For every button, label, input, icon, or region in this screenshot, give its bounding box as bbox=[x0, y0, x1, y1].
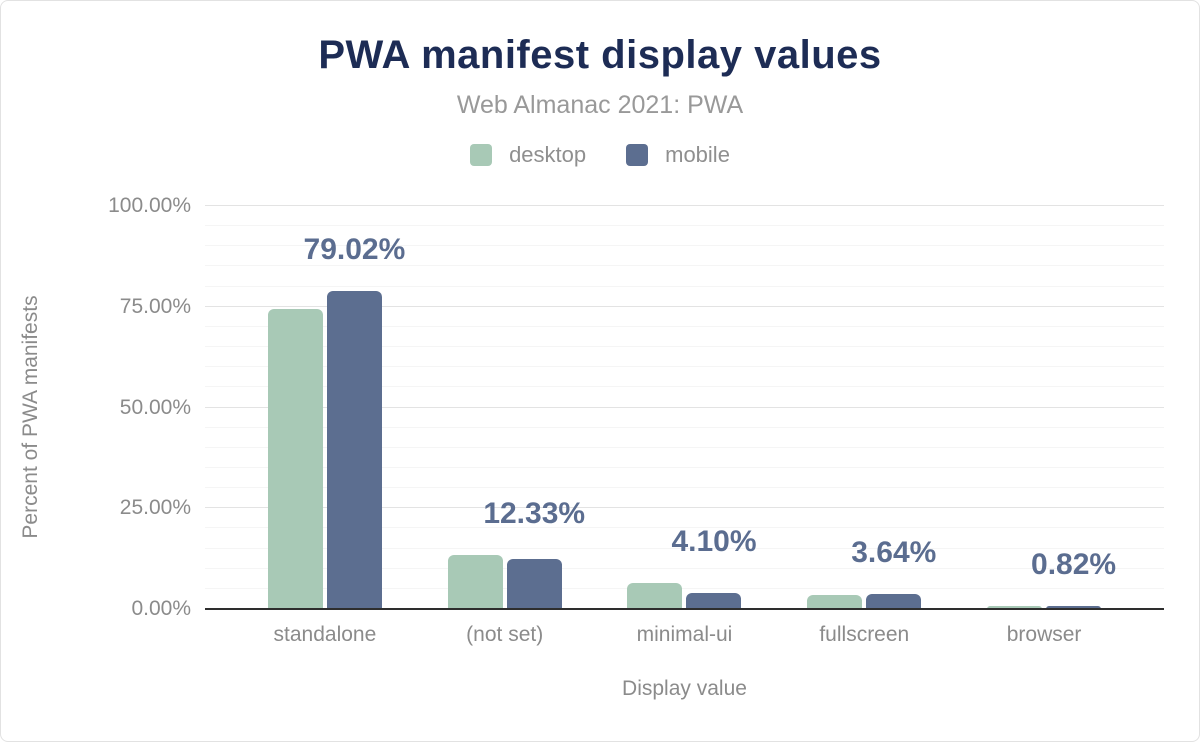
value-label-not-set: 12.33% bbox=[483, 497, 586, 530]
bar-group-standalone: 79.02% bbox=[235, 206, 415, 609]
legend-item-mobile: mobile bbox=[626, 142, 730, 168]
bar-groups: 79.02% 12.33% 4.10% 3.64% 0.82% bbox=[205, 206, 1164, 609]
bar-group-minimal-ui: 4.10% bbox=[595, 206, 775, 609]
legend-item-desktop: desktop bbox=[470, 142, 586, 168]
chart-title: PWA manifest display values bbox=[318, 33, 882, 77]
minor-gridline-55 bbox=[205, 386, 1164, 388]
legend-label-mobile: mobile bbox=[665, 142, 730, 167]
major-gridline-75 bbox=[205, 305, 1164, 307]
minor-gridline-65 bbox=[205, 346, 1164, 348]
minor-gridline-5 bbox=[205, 587, 1164, 589]
bar-mobile-standalone[interactable] bbox=[326, 290, 382, 609]
bar-mobile-minimal-ui[interactable] bbox=[686, 592, 742, 609]
bar-mobile-not-set[interactable] bbox=[506, 559, 562, 609]
minor-gridline-90 bbox=[205, 245, 1164, 247]
value-label-browser: 0.82% bbox=[1031, 547, 1117, 581]
x-axis-ticks: standalone (not set) minimal-ui fullscreen b… bbox=[205, 623, 1164, 647]
x-tick-fullscreen: fullscreen bbox=[819, 623, 910, 646]
minor-gridline-35 bbox=[205, 467, 1164, 468]
value-label-fullscreen: 3.64% bbox=[851, 536, 937, 570]
bar-group-browser: 0.82% bbox=[954, 206, 1134, 609]
bar-desktop-not-set[interactable] bbox=[447, 555, 503, 609]
bar-desktop-minimal-ui[interactable] bbox=[627, 583, 683, 609]
chart-subtitle: Web Almanac 2021: PWA bbox=[456, 91, 744, 119]
bar-desktop-browser[interactable] bbox=[987, 606, 1043, 609]
value-label-minimal-ui: 4.10% bbox=[671, 525, 757, 559]
minor-gridline-20 bbox=[205, 527, 1164, 529]
legend: desktop mobile bbox=[1, 142, 1199, 168]
bar-mobile-browser[interactable] bbox=[1046, 605, 1102, 609]
major-gridline-100 bbox=[205, 205, 1164, 206]
x-tick-browser: browser bbox=[1006, 623, 1082, 646]
x-tick-minimal-ui: minimal-ui bbox=[636, 623, 733, 646]
y-tick-25: 25.00% bbox=[119, 496, 191, 520]
legend-swatch-mobile bbox=[626, 144, 649, 166]
minor-gridline-15 bbox=[205, 547, 1164, 549]
minor-gridline-70 bbox=[205, 325, 1164, 327]
x-axis-line bbox=[205, 608, 1164, 610]
bar-desktop-fullscreen[interactable] bbox=[807, 595, 863, 609]
minor-gridline-40 bbox=[205, 446, 1164, 448]
plot-area: 79.02% 12.33% 4.10% 3.64% 0.82% bbox=[205, 205, 1164, 610]
x-tick-not-set: (not set) bbox=[466, 623, 544, 646]
y-tick-50: 50.00% bbox=[119, 395, 191, 419]
bar-desktop-standalone[interactable] bbox=[267, 308, 323, 609]
minor-gridline-85 bbox=[205, 265, 1164, 267]
minor-gridline-80 bbox=[205, 285, 1164, 287]
x-axis-title: Display value bbox=[622, 677, 747, 700]
y-tick-0: 0.00% bbox=[131, 597, 191, 620]
legend-label-desktop: desktop bbox=[509, 142, 587, 167]
minor-gridline-60 bbox=[205, 366, 1164, 368]
x-tick-standalone: standalone bbox=[273, 623, 377, 646]
y-axis-ticks: 0.00% 25.00% 50.00% 75.00% 100.00% bbox=[1, 194, 191, 620]
bar-group-fullscreen: 3.64% bbox=[774, 206, 954, 609]
bar-mobile-fullscreen[interactable] bbox=[866, 594, 922, 609]
major-gridline-50 bbox=[205, 406, 1164, 408]
minor-gridline-30 bbox=[205, 487, 1164, 489]
major-gridline-25 bbox=[205, 507, 1164, 509]
minor-gridline-10 bbox=[205, 567, 1164, 569]
bar-group-not-set: 12.33% bbox=[415, 206, 595, 609]
y-tick-100: 100.00% bbox=[108, 194, 191, 217]
value-label-standalone: 79.02% bbox=[303, 232, 406, 266]
minor-gridline-45 bbox=[205, 426, 1164, 428]
y-tick-75: 75.00% bbox=[119, 294, 191, 318]
minor-gridline-95 bbox=[205, 225, 1164, 227]
legend-swatch-desktop bbox=[470, 144, 493, 166]
